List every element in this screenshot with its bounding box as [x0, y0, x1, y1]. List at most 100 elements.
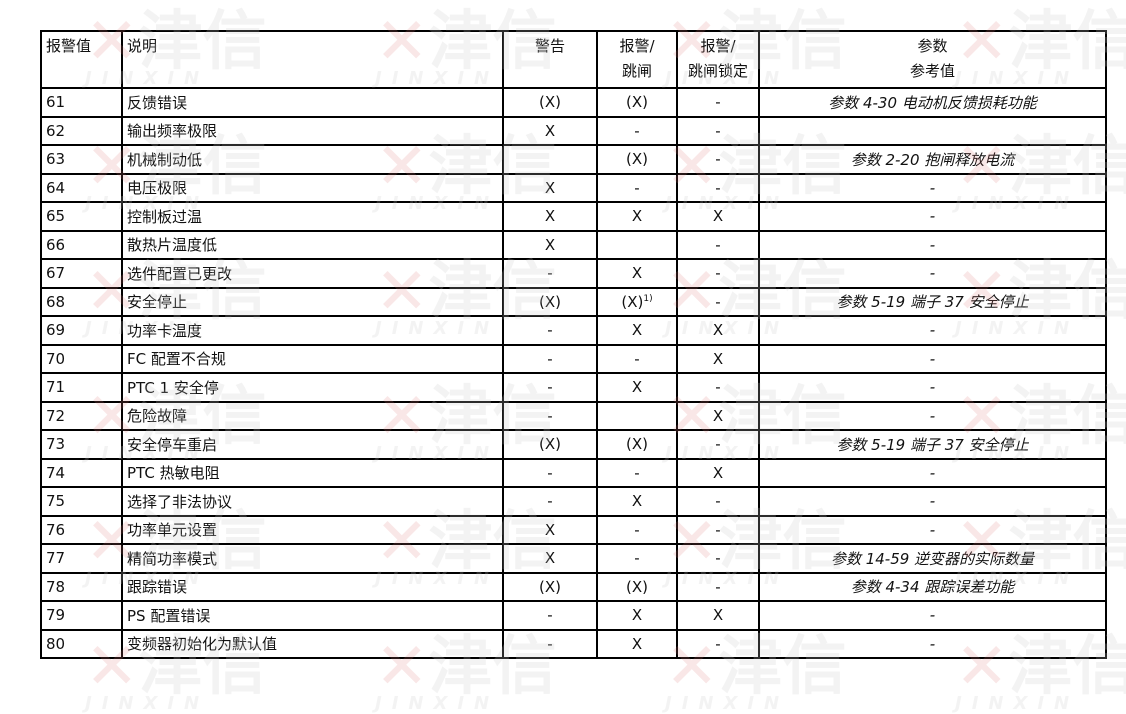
- cell-code: 67: [40, 258, 123, 289]
- cell-text: -: [715, 634, 721, 653]
- cell-warning: -: [502, 400, 598, 431]
- cell-text: -: [715, 378, 721, 397]
- cell-code: 74: [40, 457, 123, 488]
- cell-lock: -: [676, 144, 760, 175]
- table-row: 76 功率单元设置 X - - -: [40, 514, 1107, 545]
- cell-lock: -: [676, 258, 760, 289]
- cell-text: 63: [46, 150, 66, 169]
- cell-warning: (X): [502, 429, 598, 460]
- cell-trip: (X): [596, 571, 678, 602]
- cell-text: 参数 2-20 抱闸释放电流: [850, 150, 1015, 169]
- cell-text: 机械制动低: [127, 150, 203, 169]
- header-code: 报警值: [40, 30, 123, 89]
- cell-text: 参数 5-19 端子 37 安全停止: [836, 435, 1029, 454]
- cell-text: 69: [46, 321, 66, 340]
- cell-text: -: [929, 634, 936, 653]
- cell-desc: 电压极限: [121, 172, 504, 203]
- cell-text: X: [544, 549, 556, 568]
- cell-text: -: [929, 321, 936, 340]
- cell-text: X: [712, 349, 724, 368]
- cell-code: 69: [40, 315, 123, 346]
- cell-param: -: [758, 372, 1107, 403]
- cell-text: 选件配置已更改: [127, 264, 233, 283]
- header-desc: 说明: [121, 30, 504, 89]
- cell-lock: -: [676, 172, 760, 203]
- cell-lock: -: [676, 429, 760, 460]
- cell-text: 选择了非法协议: [127, 492, 233, 511]
- header-alarm-lock: 报警/跳闸锁定: [676, 30, 760, 89]
- cell-text: 参数 4-30 电动机反馈损耗功能: [828, 93, 1037, 112]
- cell-desc: 功率单元设置: [121, 514, 504, 545]
- cell-code: 61: [40, 87, 123, 118]
- cell-warning: X: [502, 229, 598, 260]
- cell-text: 安全停止: [127, 293, 188, 312]
- cell-trip: -: [596, 514, 678, 545]
- cell-code: 70: [40, 343, 123, 374]
- cell-desc: 安全停止: [121, 286, 504, 317]
- cell-text: X: [544, 178, 556, 197]
- cell-code: 75: [40, 486, 123, 517]
- cell-code: 72: [40, 400, 123, 431]
- cell-text: 67: [46, 264, 66, 283]
- cell-code: 73: [40, 429, 123, 460]
- table-row: 75 选择了非法协议 - X - -: [40, 486, 1107, 517]
- cell-text: -: [929, 406, 936, 425]
- cell-lock: -: [676, 628, 760, 659]
- cell-text: (X): [539, 93, 561, 112]
- cell-text: -: [929, 492, 936, 511]
- table-row: 68 安全停止 (X) (X)1) - 参数 5-19 端子 37 安全停止: [40, 286, 1107, 317]
- cell-text: -: [547, 406, 553, 425]
- cell-warning: X: [502, 543, 598, 574]
- cell-text: PTC 1 安全停: [127, 378, 219, 397]
- cell-desc: 危险故障: [121, 400, 504, 431]
- cell-text: 73: [46, 435, 66, 454]
- cell-text: (X): [539, 435, 561, 454]
- table-row: 61 反馈错误 (X) (X) - 参数 4-30 电动机反馈损耗功能: [40, 87, 1107, 118]
- cell-lock: X: [676, 600, 760, 631]
- cell-param: -: [758, 400, 1107, 431]
- cell-desc: 功率卡温度: [121, 315, 504, 346]
- cell-text: X: [631, 321, 643, 340]
- table-row: 70 FC 配置不合规 - - X -: [40, 343, 1107, 374]
- header-line: 跳闸: [621, 62, 652, 80]
- cell-trip: X: [596, 628, 678, 659]
- cell-desc: 跟踪错误: [121, 571, 504, 602]
- cell-text: -: [715, 435, 721, 454]
- cell-text: -: [547, 378, 553, 397]
- table-row: 66 散热片温度低 X - -: [40, 229, 1107, 260]
- cell-warning: -: [502, 315, 598, 346]
- table-row: 62 输出频率极限 X - -: [40, 115, 1107, 146]
- cell-code: 80: [40, 628, 123, 659]
- cell-code: 63: [40, 144, 123, 175]
- cell-param: -: [758, 201, 1107, 232]
- cell-text: -: [929, 606, 936, 625]
- cell-text: 80: [46, 634, 66, 653]
- cell-text: -: [715, 93, 721, 112]
- cell-trip: [596, 400, 678, 431]
- cell-text: 70: [46, 349, 66, 368]
- table-row: 71 PTC 1 安全停 - X - -: [40, 372, 1107, 403]
- cell-warning: X: [502, 115, 598, 146]
- cell-text: 输出频率极限: [127, 122, 218, 141]
- cell-text: -: [547, 463, 553, 482]
- cell-lock: X: [676, 457, 760, 488]
- header-warning: 警告: [502, 30, 598, 89]
- cell-text: X: [712, 463, 724, 482]
- table-row: 77 精简功率模式 X - - 参数 14-59 逆变器的实际数量: [40, 543, 1107, 574]
- cell-lock: -: [676, 87, 760, 118]
- alarm-table: 报警值 说明 警告 报警/跳闸 报警/跳闸锁定 参数 参考值 61 反馈错误 (X)(…: [40, 30, 1107, 659]
- cell-trip: -: [596, 457, 678, 488]
- cell-text: -: [634, 520, 640, 539]
- cell-text: PTC 热敏电阻: [127, 464, 220, 483]
- cell-text: X: [631, 634, 643, 653]
- cell-text: -: [929, 463, 936, 482]
- cell-code: 77: [40, 543, 123, 574]
- table-row: 72 危险故障 - X -: [40, 400, 1107, 431]
- cell-desc: 输出频率极限: [121, 115, 504, 146]
- cell-text: -: [547, 634, 553, 653]
- cell-text: X: [712, 207, 724, 226]
- header-line: 跳闸锁定: [687, 62, 748, 80]
- cell-trip: X: [596, 600, 678, 631]
- cell-trip: (X): [596, 429, 678, 460]
- cell-warning: -: [502, 457, 598, 488]
